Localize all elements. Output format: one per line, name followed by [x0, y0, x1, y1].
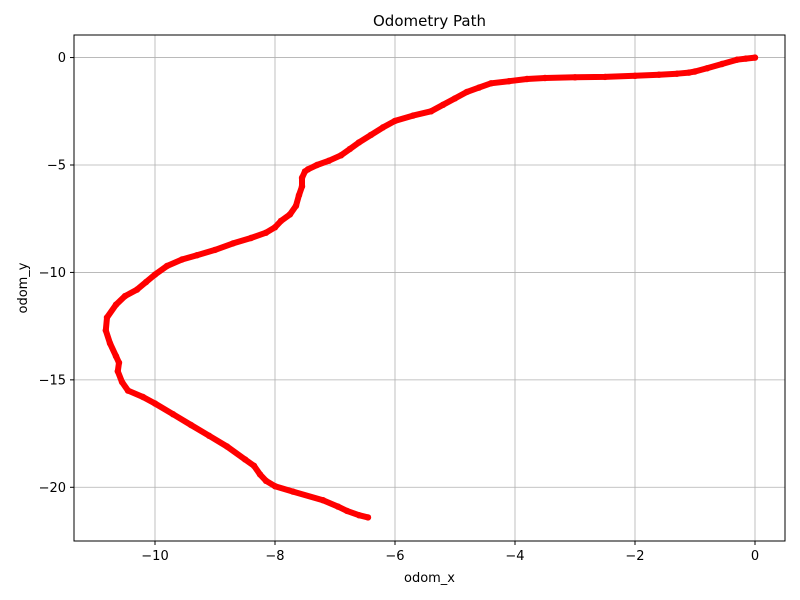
plot-frame [73, 34, 786, 542]
data-point [487, 80, 495, 87]
data-point [256, 471, 264, 478]
data-point [505, 78, 513, 85]
data-point [187, 421, 195, 429]
x-tick-label: −2 [625, 549, 644, 564]
data-point [364, 514, 372, 521]
data-point [151, 271, 159, 278]
data-point [250, 462, 258, 469]
data-point [742, 55, 750, 62]
data-point [271, 224, 279, 231]
x-tick-label: 0 [751, 549, 759, 564]
data-point [124, 387, 132, 394]
data-point [355, 139, 363, 146]
data-point [178, 256, 186, 263]
data-point [247, 234, 255, 242]
data-point [118, 378, 126, 386]
y-axis-label: odom_y [16, 262, 31, 313]
data-point [718, 60, 726, 68]
chart-title: Odometry Path [373, 12, 486, 30]
data-point [151, 400, 159, 407]
data-point [289, 488, 297, 495]
data-point [169, 411, 177, 418]
data-point [193, 252, 201, 259]
data-point [277, 217, 285, 225]
y-tick-label: −10 [39, 266, 66, 281]
data-point [301, 168, 309, 175]
data-point [112, 301, 120, 308]
data-point [229, 240, 237, 247]
plot-area [74, 35, 785, 541]
data-point [379, 124, 387, 131]
data-point [337, 152, 345, 159]
data-point [298, 183, 306, 190]
data-point [142, 278, 150, 286]
data-point [685, 69, 693, 76]
data-point [751, 54, 759, 61]
data-point [241, 456, 249, 463]
data-point [205, 432, 213, 439]
data-point [541, 74, 549, 82]
data-point [655, 71, 663, 78]
x-tick-label: −10 [141, 549, 168, 564]
data-point [313, 161, 321, 169]
data-point [325, 157, 333, 164]
data-point [106, 340, 114, 347]
data-point [601, 73, 609, 81]
data-point [114, 368, 122, 375]
data-point [271, 483, 279, 490]
data-point [427, 108, 435, 115]
data-point [523, 75, 531, 83]
x-tick-label: −4 [505, 549, 524, 564]
data-point [112, 353, 120, 360]
data-point [475, 84, 483, 91]
data-point [673, 70, 681, 77]
data-point [103, 314, 111, 321]
data-point [286, 211, 294, 218]
y-tick-label: −5 [47, 158, 66, 173]
y-tick-label: −15 [39, 373, 66, 388]
x-tick-label: −8 [265, 549, 284, 564]
data-point [346, 145, 354, 153]
data-point [463, 88, 471, 96]
data-point [334, 503, 342, 510]
x-axis-ticks: −10 −8 −6 −4 −2 0 [141, 541, 759, 564]
data-point [451, 95, 459, 102]
data-point [343, 507, 351, 515]
data-point [631, 72, 639, 80]
data-point [319, 497, 327, 504]
data-point [691, 68, 699, 75]
data-point [115, 359, 123, 366]
data-point [133, 286, 141, 293]
data-point [409, 112, 417, 119]
data-point [733, 56, 741, 63]
data-point [367, 131, 375, 139]
data-point [703, 65, 711, 72]
x-axis-label: odom_x [404, 571, 455, 586]
data-point [139, 393, 147, 401]
data-point [355, 512, 363, 519]
data-point [262, 477, 270, 484]
data-point [292, 202, 300, 209]
data-point [121, 292, 129, 300]
data-point [211, 246, 219, 254]
data-point [295, 191, 303, 199]
y-tick-label: 0 [58, 51, 66, 66]
data-point [571, 74, 579, 81]
data-point [298, 174, 306, 182]
data-point [223, 443, 231, 450]
data-point [439, 101, 447, 109]
y-tick-label: −20 [39, 481, 66, 496]
series-line [102, 54, 758, 521]
data-point [163, 262, 171, 270]
data-point [102, 327, 110, 334]
data-point [391, 117, 399, 125]
data-point [262, 229, 270, 236]
y-axis-ticks: 0 −5 −10 −15 −20 [39, 51, 74, 496]
x-tick-label: −6 [385, 549, 404, 564]
path-series [102, 54, 759, 521]
